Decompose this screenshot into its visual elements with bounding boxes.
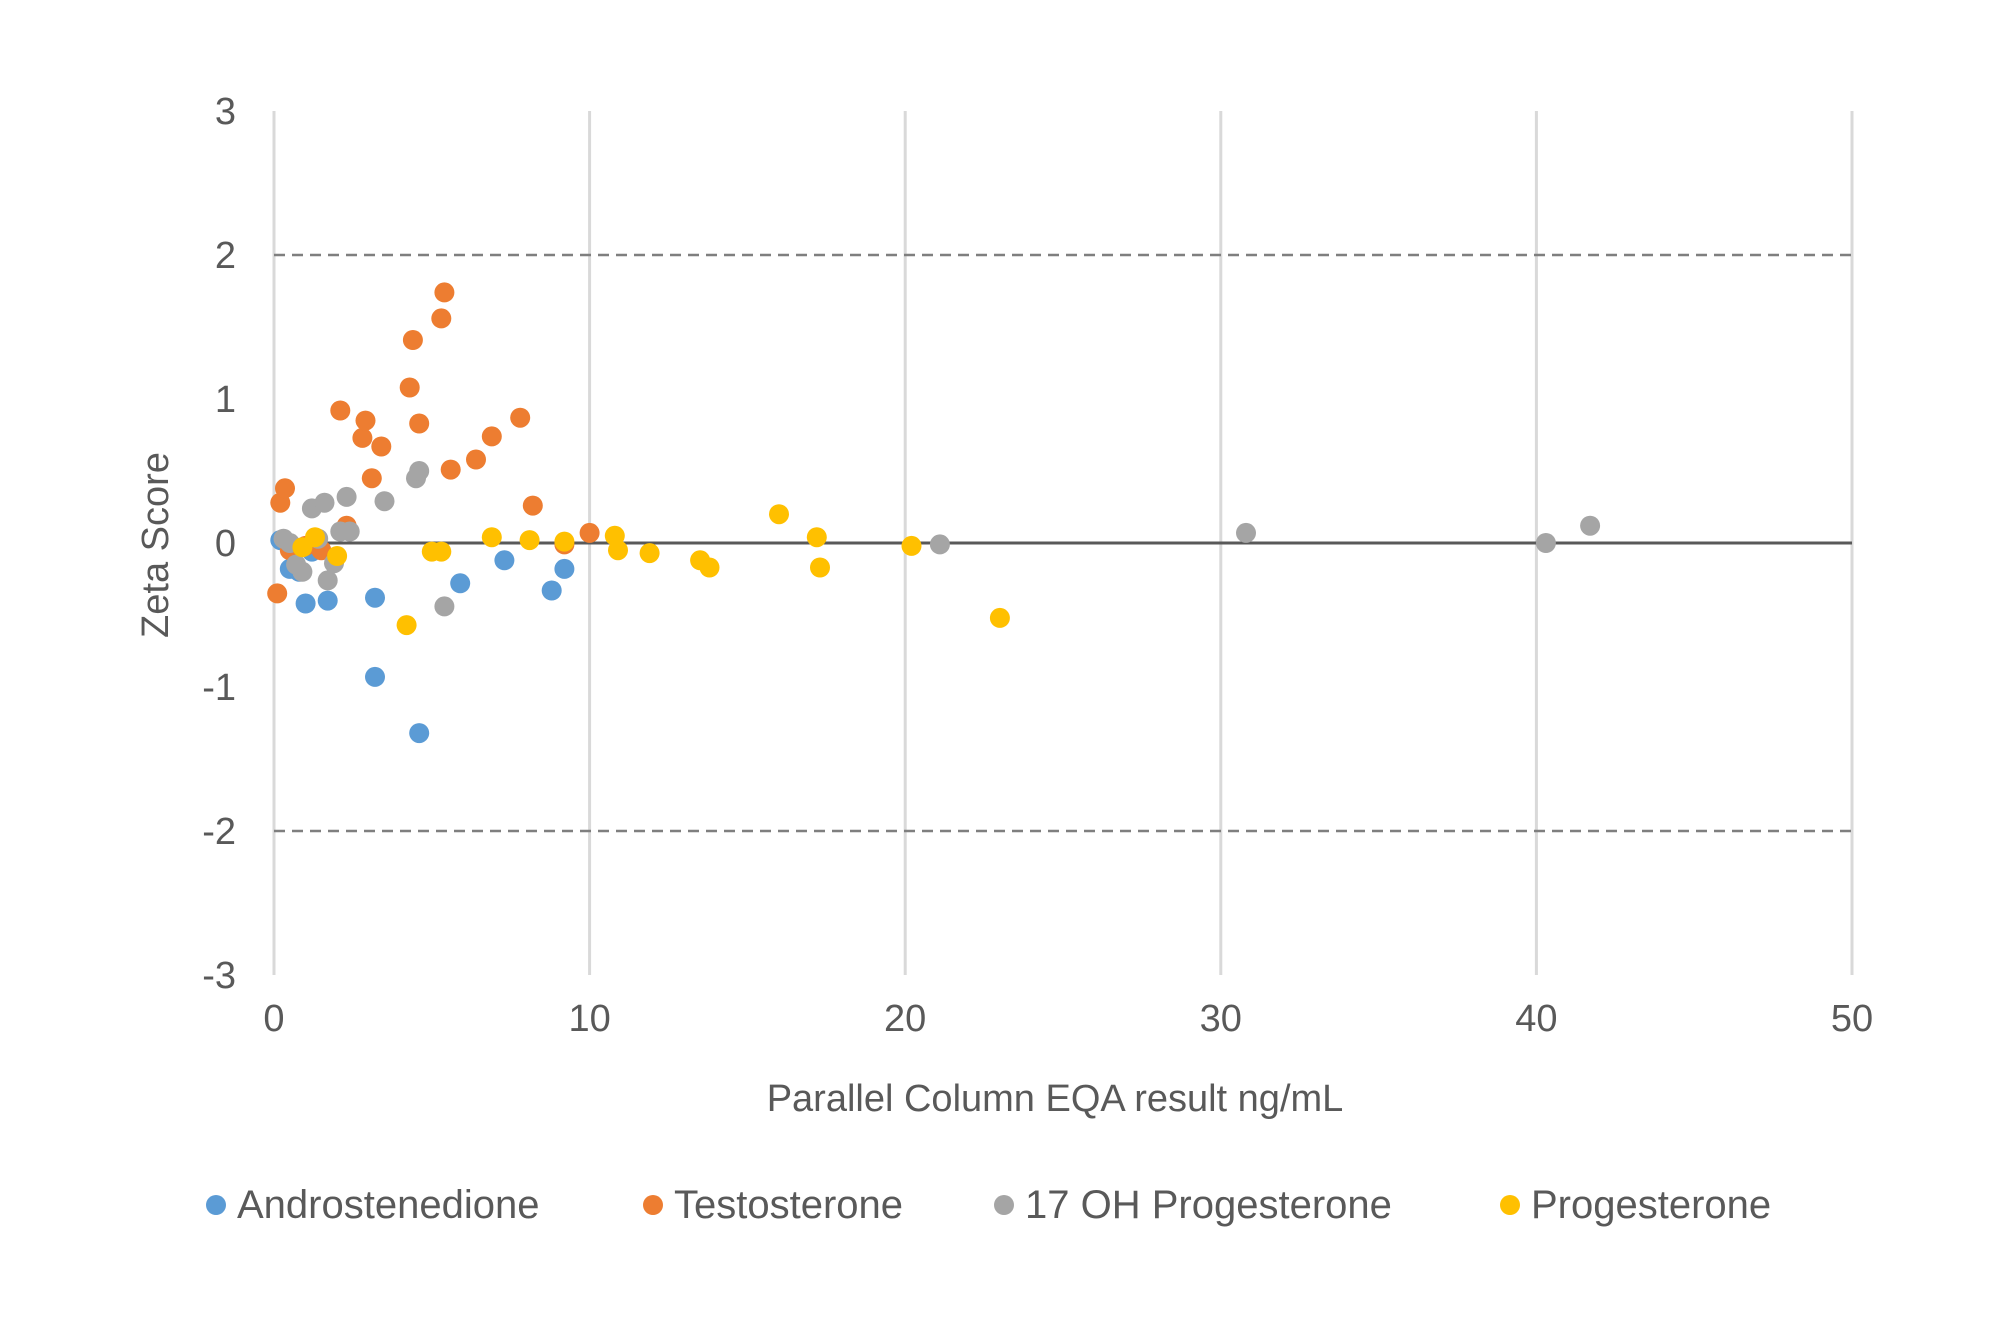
data-point [365,666,385,687]
data-point [399,377,420,398]
data-point [431,541,452,562]
y-tick-label: 1 [215,379,236,421]
data-point [365,587,385,608]
x-axis-title: Parallel Column EQA result ng/mL [767,1078,1344,1120]
data-point [810,557,830,578]
x-tick-label: 50 [1831,998,1873,1040]
legend-marker [643,1195,663,1215]
data-point [554,531,575,552]
x-tick-label: 20 [884,998,926,1040]
legend: Androstenedione Testosterone 17 OH Progest… [206,1183,1771,1227]
data-point [305,527,325,548]
data-point [541,580,562,601]
data-point [639,543,660,564]
data-point [396,615,417,636]
data-point [431,308,452,329]
data-point [371,436,392,457]
y-tick-label: -1 [202,667,236,709]
data-point [434,282,455,303]
data-point [339,521,360,542]
data-point [1535,533,1556,553]
data-point [510,407,531,428]
data-points [267,282,1601,744]
data-point [608,540,628,561]
legend-marker [994,1195,1014,1215]
data-point [769,504,789,525]
data-point [275,478,295,499]
x-tick-label: 30 [1200,998,1242,1040]
reference-lines [274,253,1852,833]
legend-marker [206,1195,226,1215]
data-point [295,593,316,614]
data-point [314,492,335,513]
data-point [355,410,376,431]
data-point [1580,515,1601,536]
legend-label: Androstenedione [237,1183,539,1227]
data-point [929,534,950,555]
y-axis-title: Zeta Score [135,452,177,638]
data-point [901,535,922,556]
data-point [374,491,395,512]
x-tick-label: 0 [263,998,284,1040]
y-tick-label: -3 [202,955,236,997]
legend-marker [1500,1195,1520,1215]
data-point [409,413,430,434]
x-tick-label: 10 [568,998,610,1040]
data-point [1236,522,1256,543]
legend-label: Testosterone [674,1183,903,1227]
data-point [327,546,348,566]
data-point [317,570,338,591]
y-tick-label: -2 [202,811,236,853]
data-point [409,723,430,744]
data-point [317,590,338,611]
data-point [494,550,515,571]
data-point [579,522,600,543]
data-point [330,400,351,421]
data-point [434,596,455,617]
data-point [481,426,502,447]
data-point [554,558,575,579]
data-point [267,583,288,604]
data-point [466,449,486,470]
data-point [352,427,373,448]
y-tick-label: 0 [215,523,236,565]
data-point [450,573,471,594]
legend-label: 17 OH Progesterone [1025,1183,1392,1227]
data-point [336,486,357,507]
data-point [522,495,543,516]
data-point [292,561,313,582]
data-point [481,527,502,548]
data-point [440,459,461,480]
y-tick-label: 2 [215,235,236,277]
y-tick-label: 3 [215,91,236,133]
data-point [806,527,827,548]
legend-label: Progesterone [1531,1183,1771,1227]
data-point [699,557,720,578]
data-point [519,530,540,551]
data-point [402,330,423,350]
data-point [361,468,382,489]
data-point [989,607,1010,628]
data-point [409,461,430,481]
x-tick-label: 40 [1515,998,1557,1040]
